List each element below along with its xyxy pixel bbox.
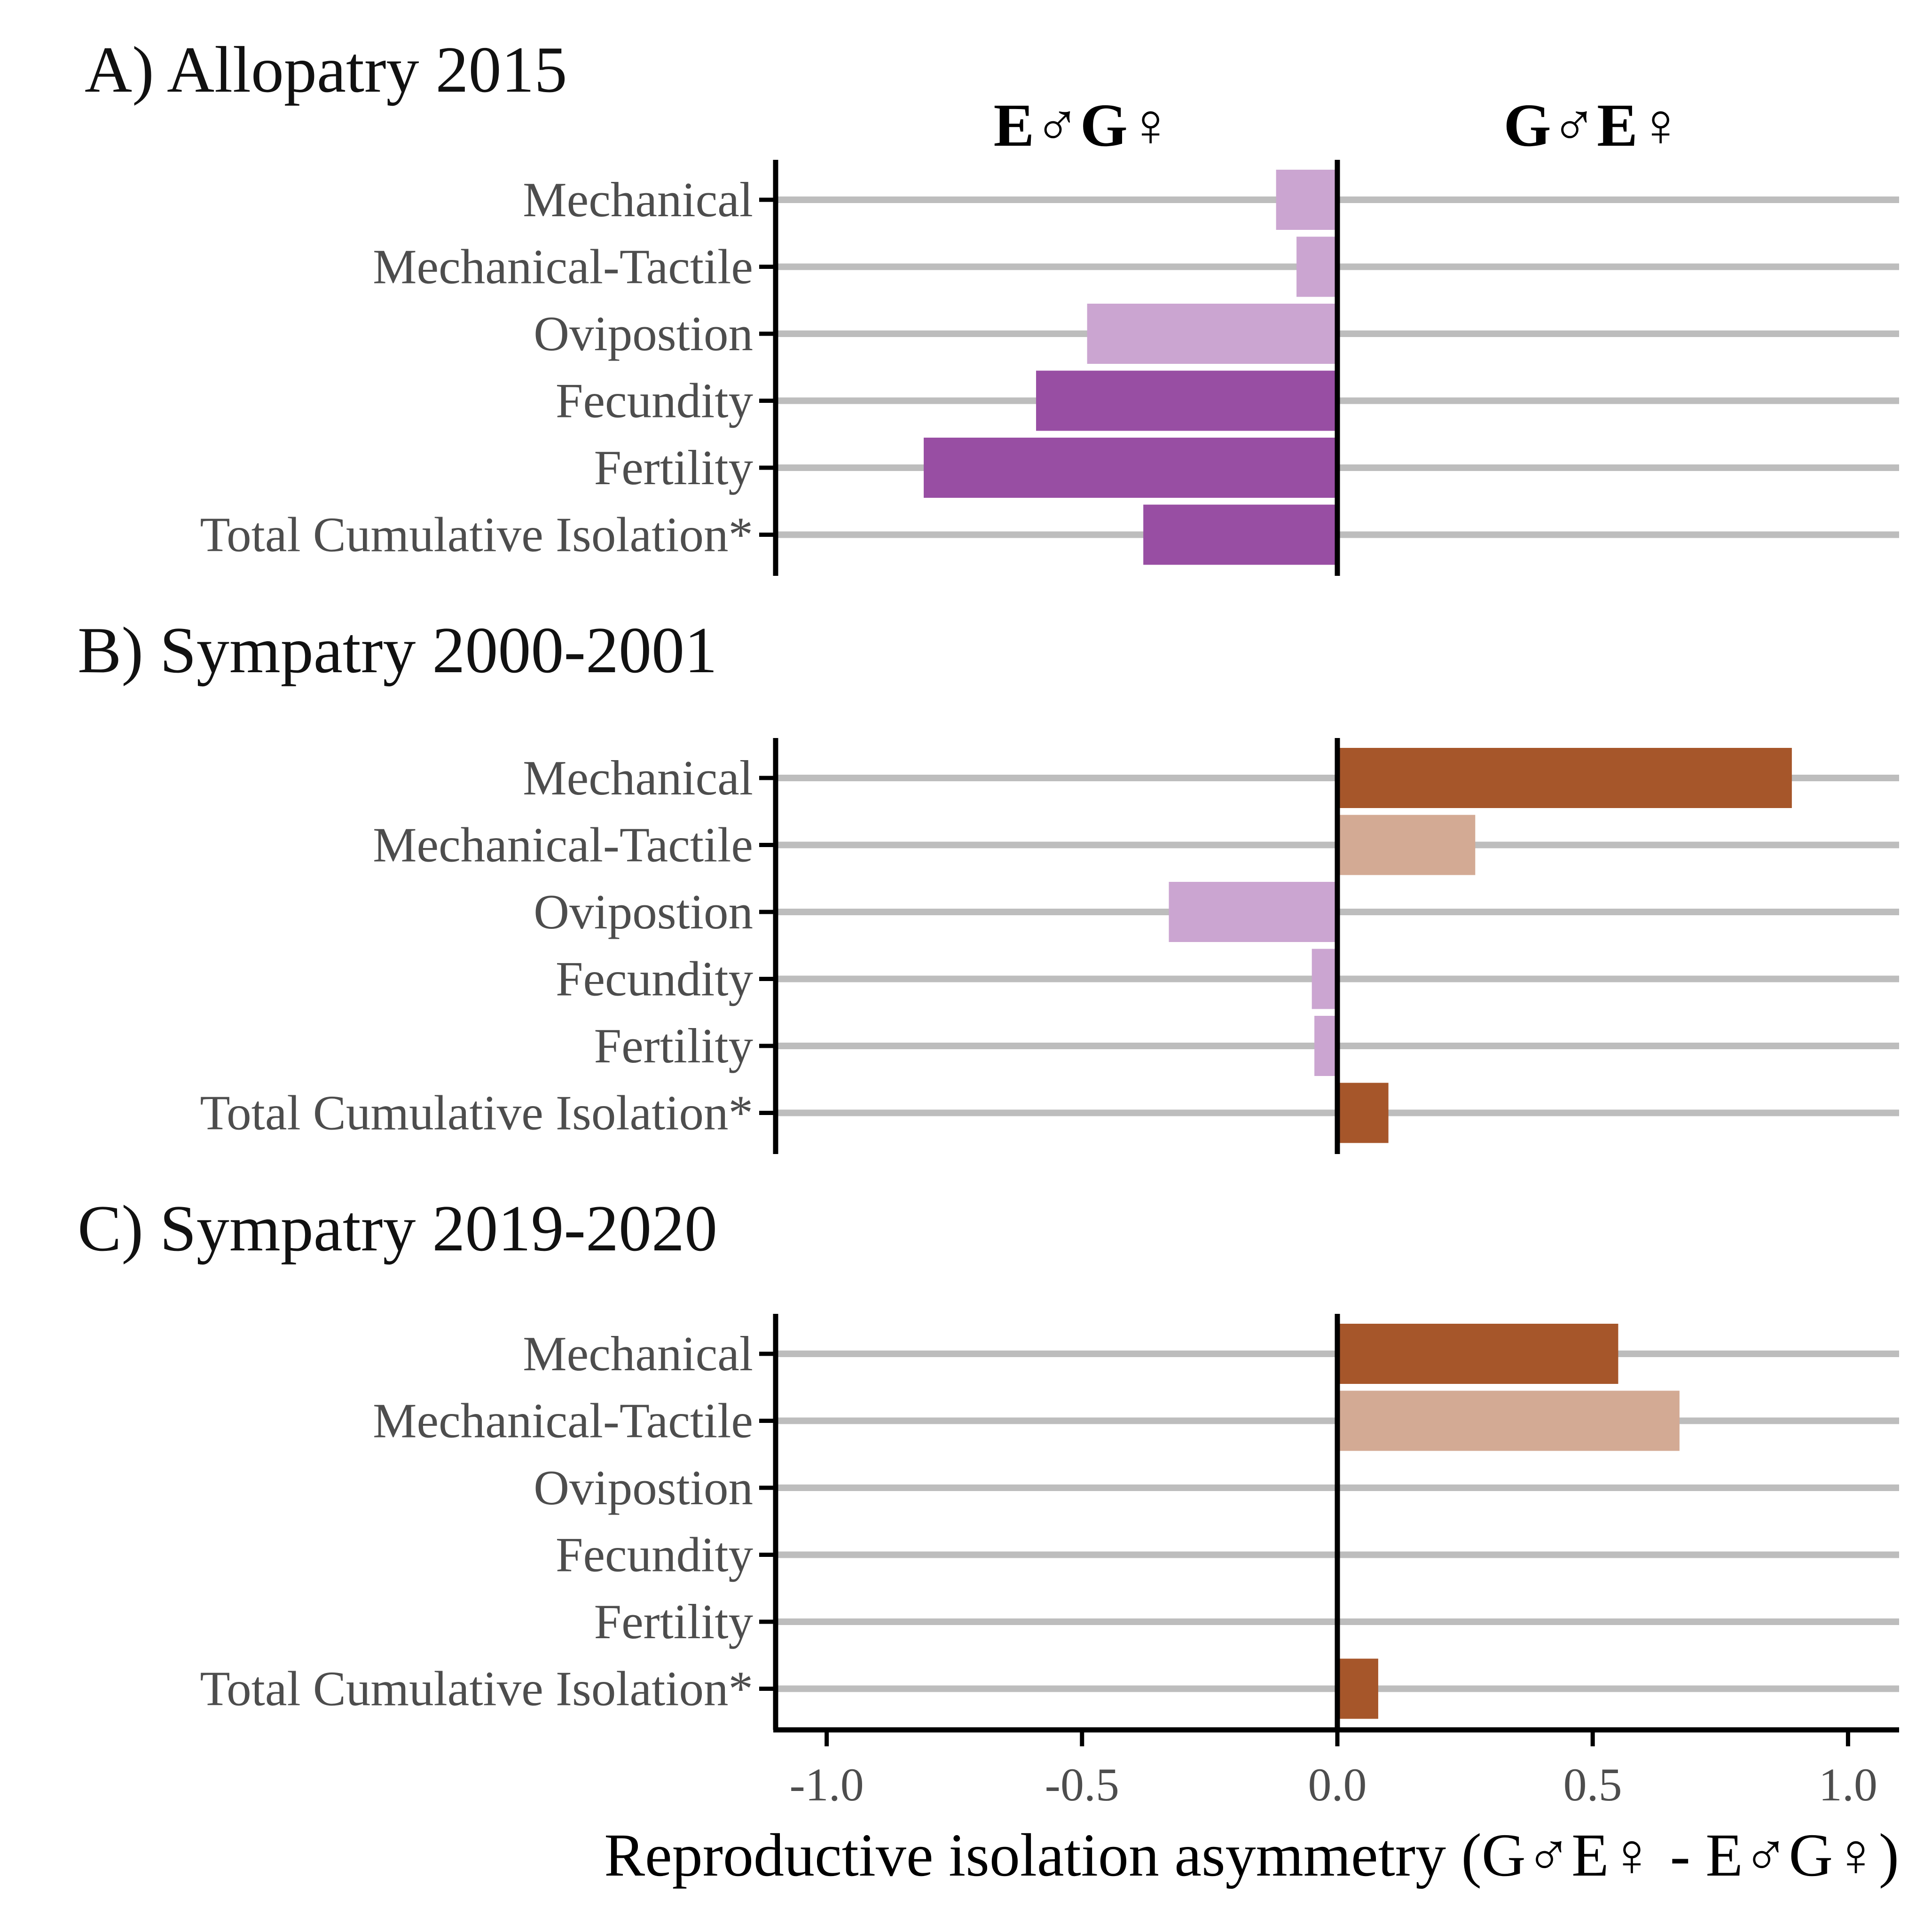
bar <box>1312 949 1337 1009</box>
panel-b: B) Sympatry 2000-2001 Mechanical Mechanic… <box>78 614 1899 1154</box>
bar <box>1296 236 1337 297</box>
category-label: Total Cumulative Isolation* <box>200 1661 753 1716</box>
bar <box>924 438 1337 498</box>
category-label: Fertility <box>594 440 754 495</box>
bar <box>1337 815 1476 875</box>
category-label: Fertility <box>594 1018 754 1073</box>
bar <box>1337 748 1792 808</box>
panel-a: A) Allopatry 2015 Mechanical Mechanical-T… <box>85 33 1899 576</box>
bar <box>1169 882 1337 942</box>
panel-c: C) Sympatry 2019-2020 Mechanical Mechanic… <box>78 1192 1899 1730</box>
category-label: Fecundity <box>556 373 753 428</box>
bar <box>1337 1658 1378 1719</box>
category-label: Fecundity <box>556 951 753 1006</box>
category-label: Mechanical <box>523 1326 753 1381</box>
bar <box>1276 170 1337 230</box>
category-label: Fecundity <box>556 1527 753 1582</box>
category-label: Mechanical-Tactile <box>373 1393 753 1448</box>
panel-title: A) Allopatry 2015 <box>85 33 567 106</box>
category-label: Ovipostion <box>534 1460 753 1515</box>
x-tick-label: -1.0 <box>789 1759 864 1811</box>
category-label: Ovipostion <box>534 884 753 939</box>
x-tick-label: 0.5 <box>1563 1759 1622 1811</box>
category-label: Mechanical-Tactile <box>373 239 753 294</box>
category-label: Mechanical-Tactile <box>373 817 753 872</box>
header-left-label: E♂G♀ <box>994 92 1174 159</box>
x-axis-title: Reproductive isolation asymmetry (G♂E♀ -… <box>604 1822 1899 1889</box>
bar <box>1036 370 1337 431</box>
bar <box>1337 1083 1389 1143</box>
bar <box>1087 304 1337 364</box>
x-tick-label: -0.5 <box>1045 1759 1119 1811</box>
panel-title: C) Sympatry 2019-2020 <box>78 1192 717 1265</box>
x-tick-label: 1.0 <box>1819 1759 1877 1811</box>
header-right-label: G♂E♀ <box>1504 92 1684 159</box>
bar <box>1337 1390 1680 1451</box>
category-label: Total Cumulative Isolation* <box>200 1085 753 1140</box>
category-label: Total Cumulative Isolation* <box>200 507 753 562</box>
category-label: Mechanical <box>523 750 753 805</box>
bar <box>1337 1324 1618 1384</box>
category-label: Mechanical <box>523 172 753 227</box>
category-label: Ovipostion <box>534 306 753 361</box>
panel-title: B) Sympatry 2000-2001 <box>78 614 717 687</box>
category-label: Fertility <box>594 1594 754 1649</box>
x-tick-label: 0.0 <box>1308 1759 1367 1811</box>
bar <box>1143 504 1337 565</box>
x-axis: -1.0 -0.5 0.0 0.5 1.0 <box>773 1727 1899 1811</box>
bar <box>1314 1016 1337 1076</box>
